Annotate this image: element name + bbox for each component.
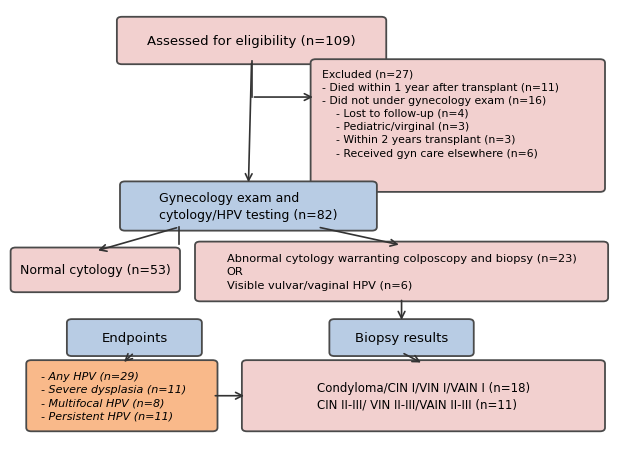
FancyBboxPatch shape — [26, 360, 218, 431]
FancyBboxPatch shape — [311, 60, 605, 192]
FancyBboxPatch shape — [117, 18, 386, 65]
FancyBboxPatch shape — [120, 182, 377, 231]
FancyBboxPatch shape — [195, 242, 608, 302]
Text: Biopsy results: Biopsy results — [355, 331, 448, 344]
FancyBboxPatch shape — [329, 319, 474, 356]
Text: Condyloma/CIN I/VIN I/VAIN I (n=18)
CIN II-III/ VIN II-III/VAIN II-III (n=11): Condyloma/CIN I/VIN I/VAIN I (n=18) CIN … — [317, 381, 530, 411]
FancyBboxPatch shape — [11, 248, 180, 293]
Text: Normal cytology (n=53): Normal cytology (n=53) — [20, 264, 171, 277]
Text: Assessed for eligibility (n=109): Assessed for eligibility (n=109) — [148, 35, 356, 48]
FancyBboxPatch shape — [242, 360, 605, 431]
FancyBboxPatch shape — [67, 319, 202, 356]
Text: Abnormal cytology warranting colposcopy and biopsy (n=23)
OR
Visible vulvar/vagi: Abnormal cytology warranting colposcopy … — [227, 254, 576, 290]
Text: Excluded (n=27)
- Died within 1 year after transplant (n=11)
- Did not under gyn: Excluded (n=27) - Died within 1 year aft… — [322, 69, 559, 158]
Text: Gynecology exam and
cytology/HPV testing (n=82): Gynecology exam and cytology/HPV testing… — [159, 192, 338, 222]
Text: - Any HPV (n=29)
- Severe dysplasia (n=11)
- Multifocal HPV (n=8)
- Persistent H: - Any HPV (n=29) - Severe dysplasia (n=1… — [41, 371, 186, 420]
Text: Endpoints: Endpoints — [101, 331, 168, 344]
